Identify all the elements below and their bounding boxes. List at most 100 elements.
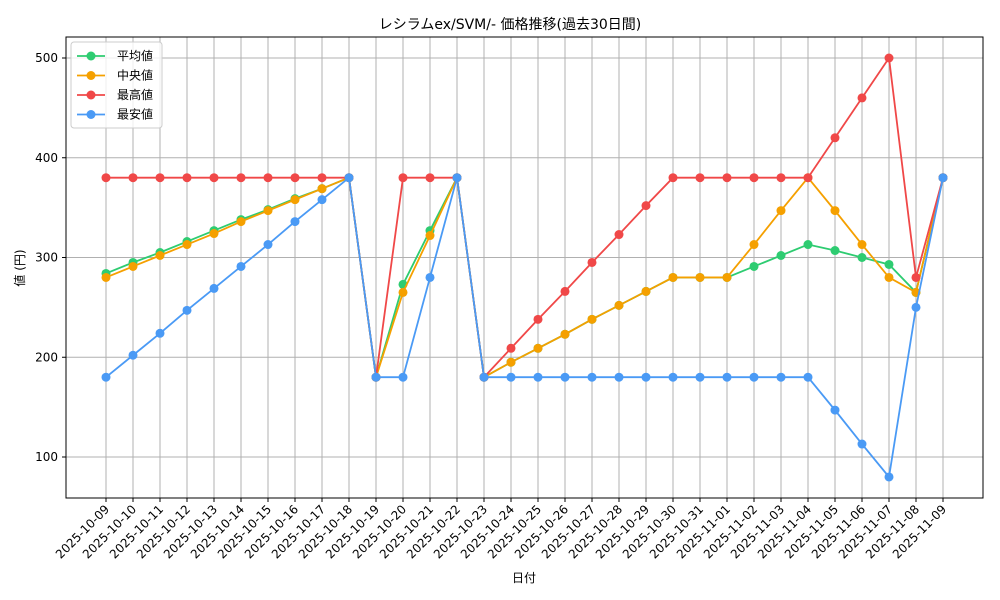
data-point <box>398 287 408 297</box>
data-point <box>803 173 813 183</box>
data-point <box>641 286 651 296</box>
data-point <box>722 372 732 382</box>
data-point <box>722 173 732 183</box>
data-point <box>128 173 138 183</box>
series-lines <box>101 53 948 482</box>
data-point <box>263 173 273 183</box>
data-point <box>911 272 921 282</box>
y-tick-label: 100 <box>35 450 58 464</box>
data-point <box>776 206 786 216</box>
data-point <box>155 328 165 338</box>
data-point <box>614 300 624 310</box>
data-point <box>344 173 354 183</box>
y-tick-label: 200 <box>35 350 58 364</box>
x-axis: 2025-10-092025-10-102025-10-112025-10-12… <box>53 498 949 561</box>
data-point <box>884 272 894 282</box>
data-point <box>290 217 300 227</box>
legend-label: 最安値 <box>117 107 153 122</box>
data-point <box>803 240 813 250</box>
y-tick-label: 300 <box>35 251 58 265</box>
data-point <box>695 272 705 282</box>
data-point <box>614 372 624 382</box>
data-point <box>425 272 435 282</box>
series-line <box>105 174 944 379</box>
data-point <box>884 259 894 269</box>
data-point <box>749 240 759 250</box>
data-point <box>398 173 408 183</box>
data-point <box>263 240 273 250</box>
data-point <box>290 195 300 205</box>
data-point <box>236 173 246 183</box>
legend-label: 中央値 <box>117 68 153 83</box>
data-point <box>182 173 192 183</box>
data-point <box>641 201 651 211</box>
data-point <box>317 184 327 194</box>
legend-marker-icon <box>86 110 96 119</box>
data-point <box>128 350 138 360</box>
data-point <box>533 314 543 324</box>
data-point <box>857 240 867 250</box>
data-point <box>533 372 543 382</box>
y-tick-label: 400 <box>35 151 58 165</box>
data-point <box>938 173 948 183</box>
data-point <box>776 173 786 183</box>
data-point <box>560 372 570 382</box>
x-axis-label: 日付 <box>512 571 536 585</box>
data-point <box>830 246 840 256</box>
series-line <box>106 55 944 380</box>
legend-marker-icon <box>86 71 96 80</box>
data-point <box>479 372 489 382</box>
series-line <box>105 174 944 379</box>
data-point <box>587 314 597 324</box>
data-point <box>587 257 597 267</box>
data-point <box>803 372 813 382</box>
data-point <box>722 272 732 282</box>
data-point <box>155 251 165 261</box>
data-point <box>884 53 894 63</box>
data-point <box>128 261 138 271</box>
data-point <box>155 173 165 183</box>
data-point <box>911 302 921 312</box>
data-point <box>425 231 435 241</box>
legend-marker-icon <box>86 90 96 100</box>
data-point <box>749 173 759 183</box>
data-point <box>209 173 219 183</box>
y-tick-label: 500 <box>35 51 58 65</box>
data-point <box>425 173 435 183</box>
data-point <box>830 206 840 216</box>
data-point <box>749 372 759 382</box>
data-point <box>884 472 894 482</box>
data-point <box>560 329 570 339</box>
data-point <box>668 272 678 282</box>
data-point <box>776 372 786 382</box>
chart-title: レシラムex/SVM/- 価格推移(過去30日間) <box>379 17 641 33</box>
data-point <box>668 173 678 183</box>
series-2 <box>101 53 948 382</box>
data-point <box>317 173 327 183</box>
data-point <box>209 283 219 293</box>
data-point <box>506 357 516 367</box>
data-point <box>209 229 219 239</box>
legend-box <box>70 41 163 129</box>
y-axis: 100 200 300 400 500 <box>35 51 66 464</box>
data-point <box>290 173 300 183</box>
data-point <box>182 305 192 315</box>
data-point <box>506 372 516 382</box>
data-point <box>533 343 543 353</box>
data-point <box>236 261 246 271</box>
legend-label: 平均値 <box>117 48 153 63</box>
data-point <box>614 230 624 240</box>
data-point <box>776 251 786 261</box>
data-point <box>182 240 192 250</box>
data-point <box>506 343 516 353</box>
data-point <box>695 372 705 382</box>
legend-marker-icon <box>86 51 96 61</box>
data-point <box>452 173 462 183</box>
data-point <box>857 439 867 449</box>
data-point <box>560 286 570 296</box>
data-point <box>587 372 597 382</box>
data-point <box>101 372 111 382</box>
grid-lines <box>66 37 983 498</box>
